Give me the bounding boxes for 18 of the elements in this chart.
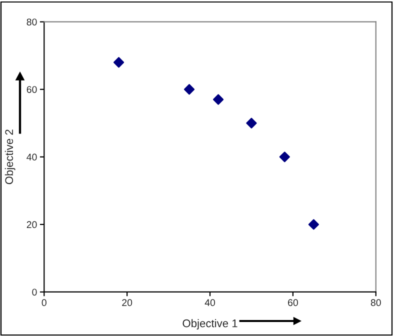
point — [308, 219, 319, 230]
x-axis-title: Objective 1 — [182, 319, 238, 330]
x-tick-label: 60 — [288, 299, 298, 306]
x-tick-label: 80 — [370, 299, 381, 306]
x-tick-label: 20 — [122, 299, 132, 306]
x-tick-label: 0 — [42, 299, 46, 306]
point — [113, 57, 124, 68]
point — [246, 118, 257, 128]
x-tick-label: 40 — [204, 299, 216, 306]
point — [212, 94, 224, 105]
y-tick-label: 80 — [26, 18, 37, 26]
y-tick-label: 20 — [26, 221, 37, 228]
y-tick-label: 40 — [26, 154, 37, 161]
point — [279, 152, 290, 162]
y-axis-title: Objective 2 — [4, 130, 16, 184]
point — [184, 84, 195, 95]
y-tick-label: 0 — [32, 288, 37, 296]
y-tick-label: 60 — [26, 86, 37, 93]
